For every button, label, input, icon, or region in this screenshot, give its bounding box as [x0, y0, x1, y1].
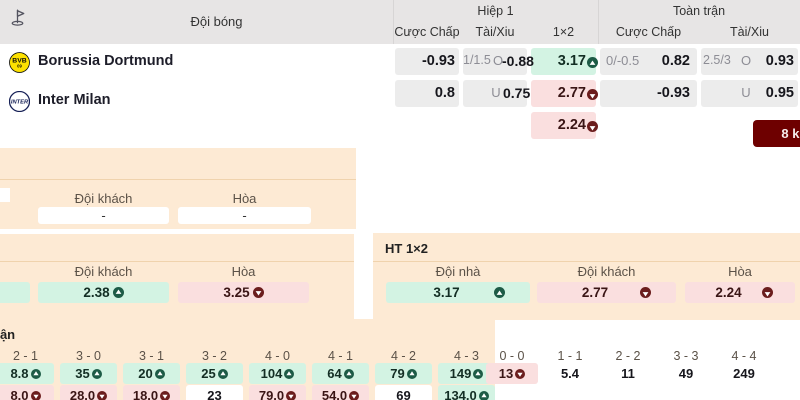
- svg-text:INTER: INTER: [11, 100, 29, 106]
- svg-text:09: 09: [17, 64, 22, 69]
